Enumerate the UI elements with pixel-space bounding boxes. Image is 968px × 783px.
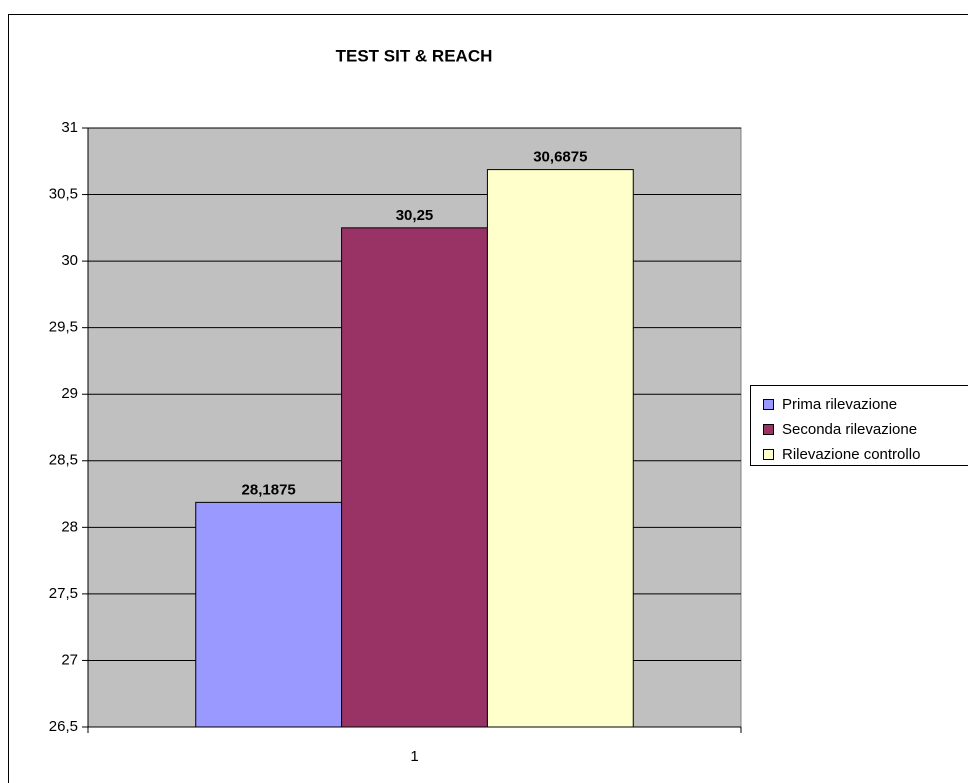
- y-tick-label: 27: [61, 651, 78, 668]
- legend-swatch: [763, 449, 774, 460]
- legend-label: Prima rilevazione: [782, 396, 897, 413]
- y-tick-label: 30: [61, 252, 78, 269]
- bar: [486, 169, 634, 728]
- legend-box: [750, 385, 968, 466]
- y-tick-label: 30,5: [49, 186, 78, 203]
- value-label: 30,25: [396, 207, 434, 224]
- value-label: 28,1875: [242, 481, 296, 498]
- y-tick-label: 29,5: [49, 319, 78, 336]
- chart-title: TEST SIT & REACH: [336, 46, 493, 65]
- legend-label: Seconda rilevazione: [782, 421, 917, 438]
- y-tick-label: 29: [61, 385, 78, 402]
- x-tick-label: 1: [410, 748, 418, 765]
- value-label: 30,6875: [533, 149, 587, 166]
- bar: [195, 501, 343, 728]
- bar: [341, 227, 488, 728]
- y-tick-label: 28: [61, 518, 78, 535]
- legend-swatch: [763, 424, 774, 435]
- legend-label: Rilevazione controllo: [782, 446, 920, 463]
- y-tick-label: 26,5: [49, 718, 78, 735]
- y-tick-label: 27,5: [49, 585, 78, 602]
- legend-swatch: [763, 399, 774, 410]
- y-tick-label: 31: [61, 119, 78, 136]
- y-tick-label: 28,5: [49, 452, 78, 469]
